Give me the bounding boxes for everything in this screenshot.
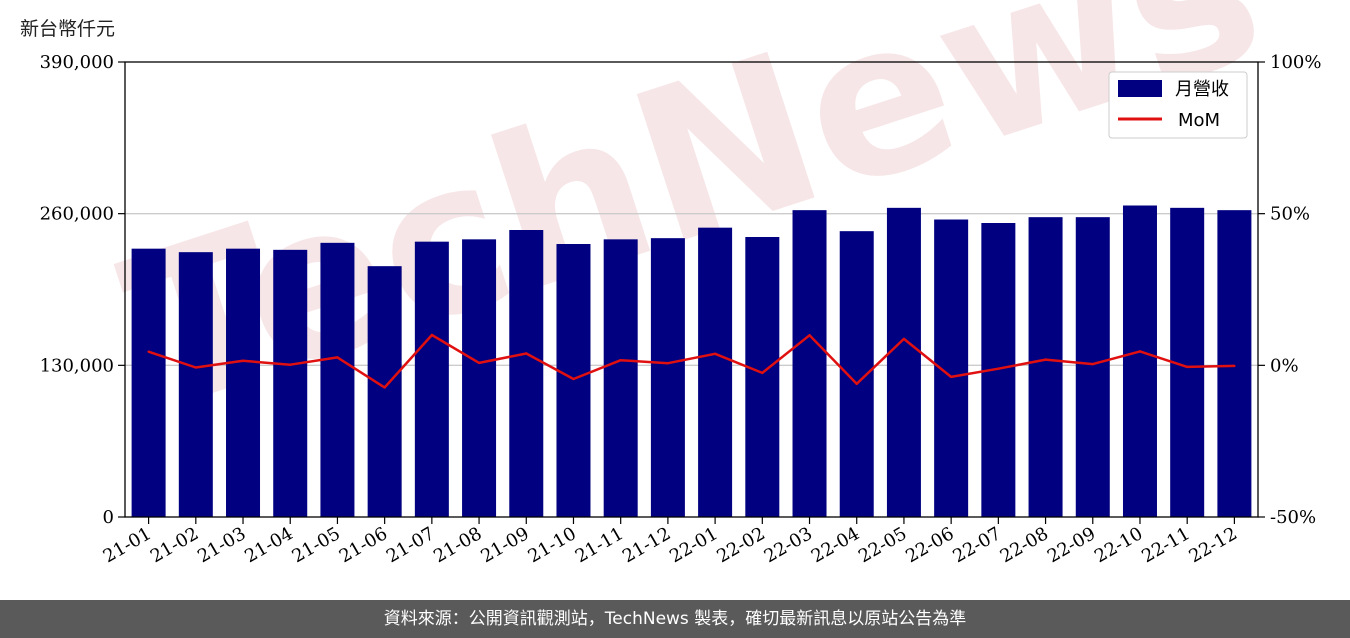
gridlines [125,212,1258,367]
revenue-bar-22-03 [792,210,827,517]
revenue-bar-21-04 [273,249,308,518]
x-tick-label: 22-07 [949,523,1004,567]
x-tick-label: 22-08 [997,523,1052,567]
x-tick-label: 21-08 [430,523,485,567]
revenue-bar-22-02 [745,237,780,517]
x-tick-label: 21-11 [572,523,627,567]
revenue-bar-21-02 [178,252,213,517]
x-tick-label: 22-12 [1185,523,1240,567]
bars [131,205,1252,518]
right-tick-label: 100% [1270,52,1321,73]
x-tick-label: 21-05 [288,523,343,567]
x-tick-label: 21-07 [383,523,438,567]
mom-point-21-04 [289,363,292,366]
left-tick-label: 130,000 [40,355,114,376]
x-axis: 21-0121-0221-0321-0421-0521-0621-0721-08… [100,517,1241,567]
mom-point-21-06 [383,386,386,389]
mom-point-21-07 [430,333,434,337]
y-axis-unit-label: 新台幣仟元 [20,18,116,40]
revenue-bar-21-08 [462,239,497,518]
x-tick-label: 22-06 [902,523,957,567]
x-tick-label: 22-09 [1044,523,1099,567]
x-tick-label: 21-12 [619,523,674,567]
revenue-bar-21-10 [556,244,591,517]
revenue-bar-21-06 [367,266,402,517]
x-tick-label: 22-05 [855,523,910,567]
mom-point-21-01 [147,350,150,353]
mom-point-22-09 [1091,362,1094,366]
mom-point-22-11 [1185,365,1189,369]
mom-point-21-09 [525,352,528,355]
x-tick-label: 22-04 [808,523,863,567]
x-tick-label: 21-03 [194,523,249,567]
x-tick-label: 21-06 [336,523,391,567]
mom-point-22-12 [1233,364,1236,368]
right-y-axis: -50% 0% 50% 100% [1258,52,1321,528]
revenue-bar-22-08 [1028,217,1063,517]
mom-line [148,333,1235,389]
revenue-bar-22-01 [698,227,733,517]
x-tick-label: 21-10 [525,523,580,567]
mom-point-21-08 [477,361,481,365]
x-tick-label: 22-11 [1138,523,1193,567]
mom-point-22-06 [949,375,953,379]
revenue-bar-22-10 [1122,205,1157,517]
revenue-bar-21-12 [650,238,685,517]
mom-point-22-05 [902,337,906,341]
x-tick-label: 22-10 [1091,523,1146,567]
x-tick-label: 21-01 [100,523,155,567]
revenue-bar-21-11 [603,239,638,518]
right-tick-label: 50% [1270,204,1310,225]
legend-bar-swatch [1118,80,1162,97]
right-tick-label: 0% [1270,355,1299,376]
mom-point-22-10 [1138,350,1142,353]
source-footer: 資料來源：公開資訊觀測站，TechNews 製表，確切最新訊息以原站公告為準 [0,600,1350,638]
revenue-bar-21-07 [414,241,449,517]
x-tick-label: 21-09 [477,523,532,567]
legend-label-revenue: 月營收 [1175,79,1229,100]
legend-label-mom: MoM [1178,110,1220,131]
mom-point-22-01 [713,352,717,356]
mom-point-21-05 [336,356,339,359]
x-tick-label: 21-02 [147,523,202,567]
revenue-bar-21-09 [509,230,544,517]
plot-frame [124,61,1259,518]
revenue-bar-21-05 [320,242,355,518]
mom-point-22-04 [855,382,858,386]
legend: 月營收 MoM [1108,71,1248,139]
x-tick-label: 22-02 [713,523,768,567]
mom-point-21-03 [241,359,245,362]
mom-point-21-10 [572,377,575,381]
revenue-bar-22-05 [886,207,921,518]
revenue-bar-22-09 [1075,217,1110,517]
x-tick-label: 21-04 [241,523,296,567]
right-tick-label: -50% [1270,507,1316,528]
left-tick-label: 260,000 [40,204,114,225]
revenue-bar-21-01 [131,248,166,517]
x-tick-label: 22-01 [666,523,721,567]
left-y-axis: 0 130,000 260,000 390,000 [40,52,125,528]
left-tick-label: 0 [103,507,114,528]
x-tick-label: 22-03 [761,523,816,567]
mom-point-22-07 [997,367,1000,370]
mom-line-layer [147,333,1236,389]
left-tick-label: 390,000 [40,52,114,73]
mom-point-22-02 [761,371,764,375]
mom-point-21-12 [666,362,670,365]
mom-point-21-02 [194,366,198,369]
mom-point-21-11 [619,358,622,362]
mom-point-22-08 [1044,358,1047,361]
mom-point-22-03 [808,334,811,337]
revenue-bar-21-03 [226,248,261,517]
revenue-bar-22-12 [1217,210,1252,517]
